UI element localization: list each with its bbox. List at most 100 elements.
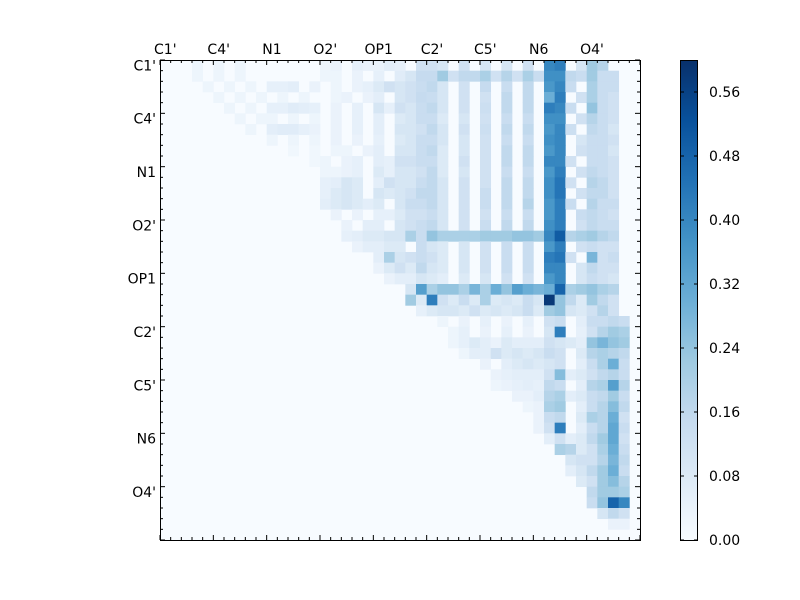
heatmap-cell — [341, 230, 353, 242]
heatmap-cell — [384, 60, 396, 72]
heatmap-cell — [394, 156, 406, 168]
heatmap-cell — [480, 102, 492, 114]
heatmap-cell — [448, 337, 460, 349]
heatmap-cell — [501, 81, 513, 93]
y-tick-label: C2' — [133, 325, 156, 341]
heatmap-cell — [576, 209, 588, 221]
heatmap-cell — [586, 220, 598, 232]
heatmap-cell — [448, 326, 460, 338]
heatmap-cell — [544, 252, 556, 264]
heatmap-cell — [544, 230, 556, 242]
heatmap-cell — [576, 284, 588, 296]
heatmap-cell — [437, 262, 449, 274]
heatmap-cell — [384, 252, 396, 264]
heatmap-cell — [192, 70, 204, 82]
heatmap-cell — [320, 188, 332, 200]
heatmap-cell — [330, 177, 342, 189]
heatmap-cell — [533, 284, 545, 296]
heatmap-cell — [330, 209, 342, 221]
heatmap-cell — [533, 294, 545, 306]
heatmap-cell — [586, 273, 598, 285]
heatmap-cell — [618, 401, 630, 413]
heatmap-cell — [373, 70, 385, 82]
heatmap-cell — [448, 230, 460, 242]
heatmap-cell — [608, 433, 620, 445]
heatmap-cell — [597, 124, 609, 136]
heatmap-cell — [586, 252, 598, 264]
heatmap-cell — [544, 177, 556, 189]
heatmap-cell — [394, 177, 406, 189]
heatmap-cell — [416, 294, 428, 306]
heatmap-cell — [544, 102, 556, 114]
heatmap-cell — [352, 60, 364, 72]
heatmap-cell — [597, 81, 609, 93]
heatmap-cell — [309, 102, 321, 114]
heatmap-cell — [597, 220, 609, 232]
heatmap-cell — [245, 102, 257, 114]
heatmap-cell — [416, 134, 428, 146]
heatmap-cell — [608, 412, 620, 424]
heatmap-cell — [522, 60, 534, 72]
heatmap-cell — [426, 145, 438, 157]
heatmap-cell — [373, 252, 385, 264]
heatmap-cell — [576, 358, 588, 370]
heatmap-cell — [405, 92, 417, 104]
heatmap-cell — [565, 305, 577, 317]
heatmap-cell — [352, 230, 364, 242]
heatmap-cell — [576, 273, 588, 285]
heatmap-cell — [597, 166, 609, 178]
heatmap-cell — [576, 134, 588, 146]
heatmap-cell — [608, 81, 620, 93]
heatmap-cell — [330, 124, 342, 136]
heatmap-cell — [480, 188, 492, 200]
heatmap-cell — [458, 294, 470, 306]
heatmap-cell — [501, 177, 513, 189]
heatmap-cell — [501, 92, 513, 104]
heatmap-cell — [501, 134, 513, 146]
heatmap-cell — [266, 113, 278, 125]
x-tick-label: N6 — [529, 42, 548, 58]
heatmap-cell — [405, 198, 417, 210]
heatmap-cell — [458, 124, 470, 136]
heatmap-cell — [512, 305, 524, 317]
heatmap-cell — [437, 145, 449, 157]
heatmap-cell — [501, 294, 513, 306]
heatmap-cell — [469, 284, 481, 296]
heatmap-cell — [480, 294, 492, 306]
heatmap-cell — [501, 358, 513, 370]
heatmap-cell — [352, 177, 364, 189]
heatmap-cell — [426, 284, 438, 296]
heatmap-cell — [522, 348, 534, 360]
heatmap-cell — [576, 230, 588, 242]
heatmap-cell — [608, 305, 620, 317]
heatmap-cell — [416, 145, 428, 157]
heatmap-cell — [394, 262, 406, 274]
heatmap-cell — [565, 465, 577, 477]
heatmap-cell — [618, 497, 630, 509]
heatmap-cell — [597, 337, 609, 349]
heatmap-cell — [533, 337, 545, 349]
heatmap-cell — [576, 412, 588, 424]
heatmap-cell — [522, 220, 534, 232]
x-tick-label: O4' — [580, 42, 604, 58]
heatmap-cell — [405, 113, 417, 125]
heatmap-cell — [586, 92, 598, 104]
heatmap-cell — [608, 454, 620, 466]
heatmap-cell — [522, 294, 534, 306]
heatmap-cell — [512, 294, 524, 306]
heatmap-cell — [330, 198, 342, 210]
colorbar: 0.00 0.08 0.16 0.24 0.32 0.40 0.48 0.56 — [680, 60, 740, 549]
heatmap-cell — [586, 476, 598, 488]
heatmap-cell — [576, 465, 588, 477]
colorbar-tick-label: 0.08 — [709, 469, 740, 485]
heatmap-cell — [554, 241, 566, 253]
heatmap-cell — [352, 198, 364, 210]
heatmap-cell — [544, 390, 556, 402]
heatmap-cell — [480, 273, 492, 285]
heatmap-cell — [501, 220, 513, 232]
y-tick-label: N1 — [137, 165, 156, 181]
heatmap-cell — [586, 390, 598, 402]
heatmap-cell — [458, 230, 470, 242]
heatmap-cell — [437, 124, 449, 136]
heatmap-cell — [490, 294, 502, 306]
